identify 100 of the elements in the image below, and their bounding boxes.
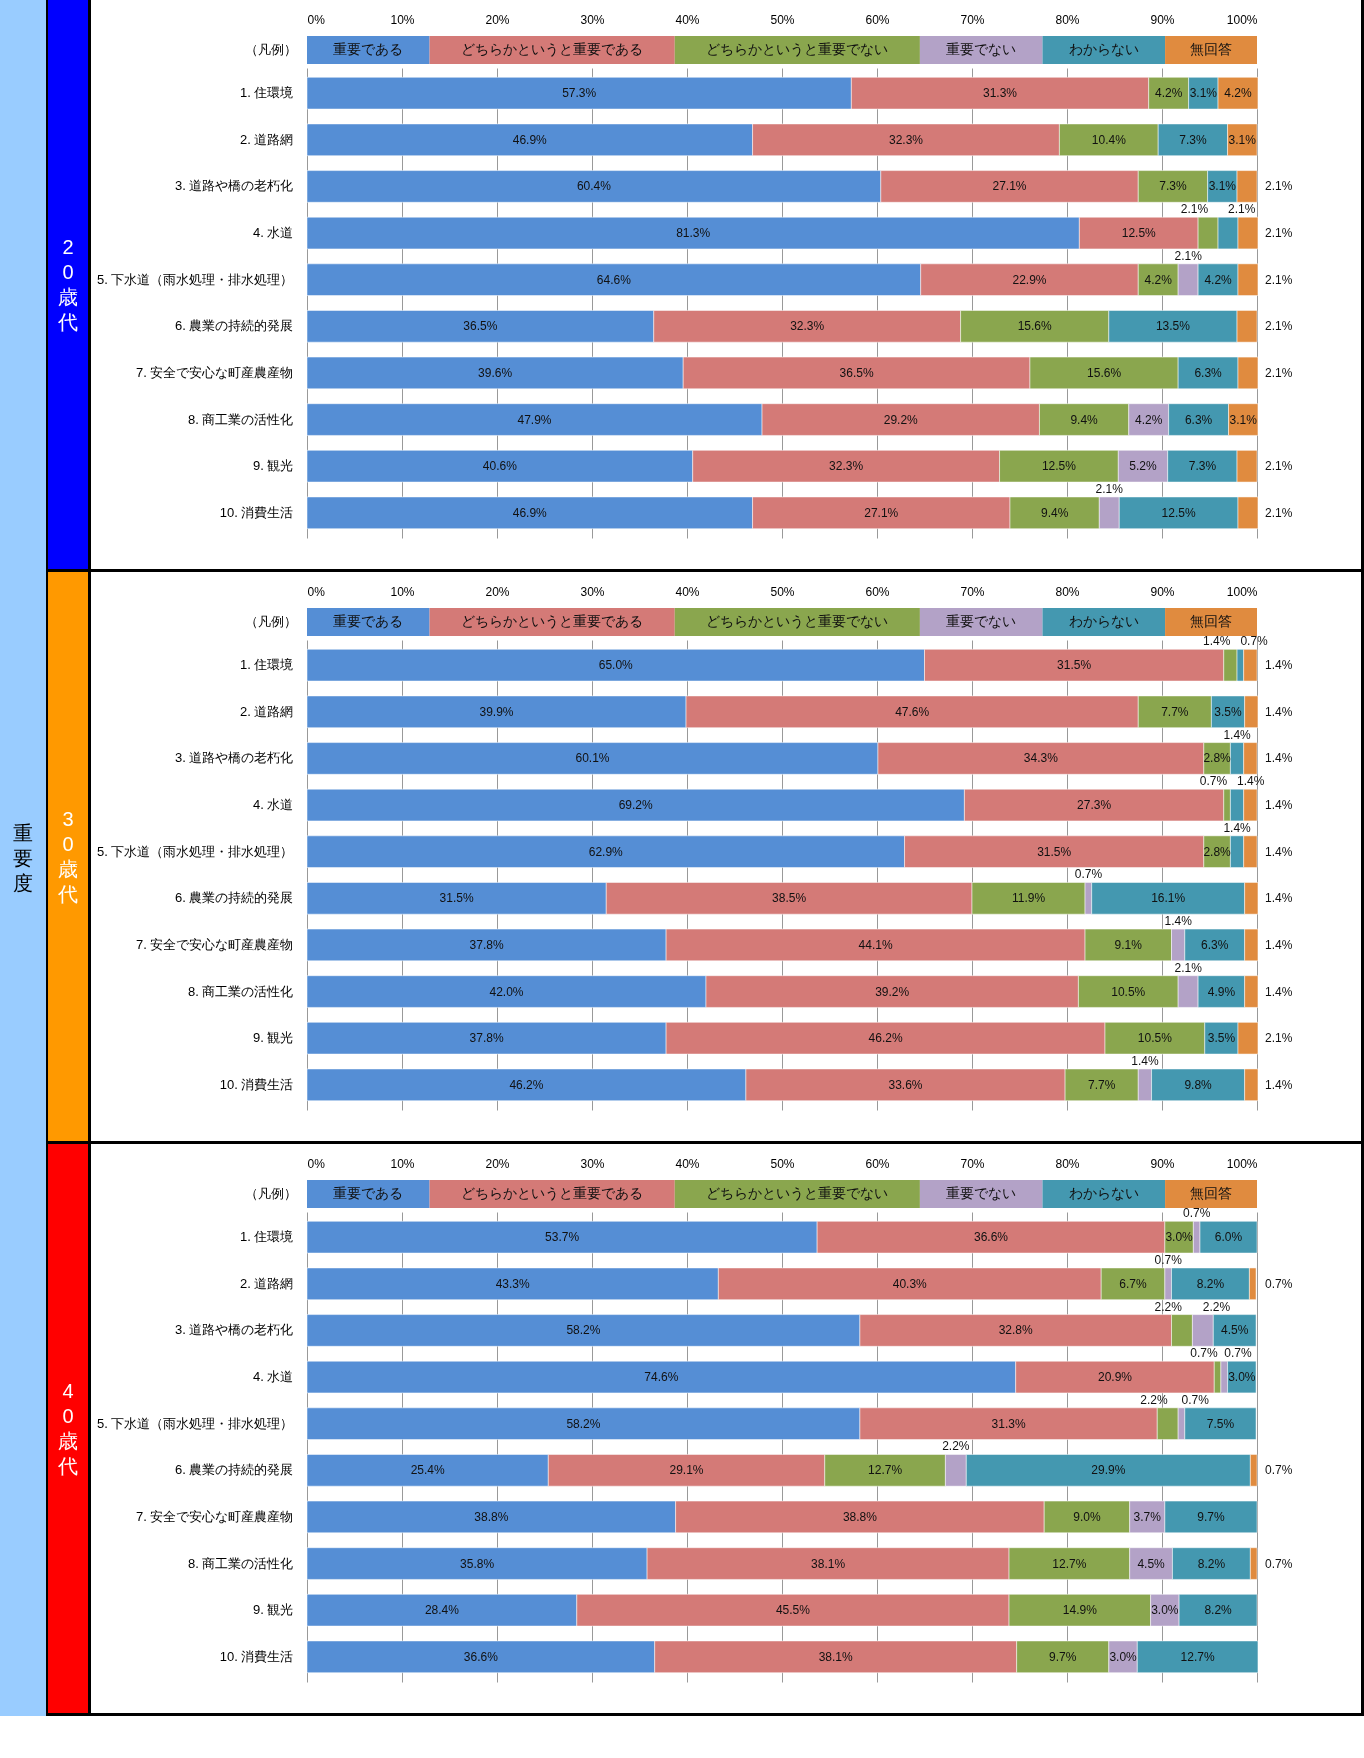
data-label: 12.5% (1041, 459, 1077, 474)
data-label: 22.9% (1012, 272, 1047, 287)
x-tick-label: 10% (390, 584, 415, 599)
data-label: 31.3% (991, 1416, 1026, 1431)
data-label: 46.9% (512, 132, 548, 147)
data-label: 3.5% (1207, 1031, 1236, 1046)
data-label: 32.3% (790, 319, 825, 334)
data-label: 69.2% (618, 798, 654, 813)
data-label: 43.3% (495, 1276, 531, 1291)
data-label: 12.7% (868, 1463, 903, 1478)
data-label: 57.3% (562, 86, 597, 101)
data-label: 36.5% (839, 365, 874, 380)
data-label: 31.5% (1037, 844, 1072, 859)
data-label: 1.4% (1265, 751, 1293, 766)
data-label: 1.4% (1131, 1053, 1159, 1068)
x-tick-label: 40% (675, 12, 700, 27)
data-label: 39.9% (479, 704, 514, 719)
data-label: 1.4% (1265, 844, 1293, 859)
data-label: 8.2% (1197, 1556, 1226, 1571)
data-label: 1.4% (1265, 984, 1293, 999)
y-tick-label: 6. 農業の持続的発展 (175, 890, 294, 906)
data-label: 44.1% (858, 937, 893, 952)
x-tick-label: 100% (1226, 584, 1258, 599)
y-tick-label: 7. 安全で安心な町産農産物 (136, 936, 294, 952)
data-label: 37.8% (469, 1031, 504, 1046)
text: わからない (1068, 613, 1139, 629)
y-tick-label: 2. 道路網 (240, 703, 294, 719)
header-cell: 20歳代 (48, 0, 91, 569)
data-label: 11.9% (1011, 891, 1046, 906)
y-tick-label: 2. 道路網 (240, 131, 294, 147)
data-label: 32.8% (998, 1323, 1034, 1338)
data-label: 6.3% (1201, 937, 1229, 952)
data-label: 9.7% (1197, 1509, 1225, 1524)
data-label: 4.9% (1207, 984, 1236, 999)
data-label: 2.2% (1154, 1299, 1183, 1314)
data-label: 1.4% (1265, 891, 1293, 906)
x-tick-label: 0% (307, 1156, 326, 1171)
data-label: 10.5% (1111, 984, 1146, 999)
data-label: 0.7% (1224, 1346, 1252, 1361)
header-cell: 30歳代 (48, 572, 91, 1141)
y-tick-label: 7. 安全で安心な町産農産物 (136, 1508, 294, 1524)
x-tick-label: 80% (1055, 12, 1080, 27)
series-label: 無回答 (1190, 41, 1233, 57)
x-tick-label: 80% (1055, 1156, 1080, 1171)
data-label: 15.6% (1017, 319, 1053, 334)
data-label: 14.9% (1062, 1603, 1098, 1618)
data-label: 1.4% (1203, 634, 1231, 649)
y-tick-label: 10. 消費生活 (219, 1648, 294, 1664)
x-tick-label: 20% (485, 12, 510, 27)
x-tick-label: 90% (1150, 584, 1175, 599)
series-label: 重要である (333, 1185, 404, 1201)
y-tick-label: 1. 住環境 (240, 85, 294, 101)
y-tick-label: 1. 住環境 (240, 1229, 294, 1245)
x-tick-label: 60% (865, 12, 890, 27)
header-column: 重要度 (0, 0, 48, 1716)
text: どちらかというと重要でない (706, 41, 889, 57)
data-label: 40.6% (482, 459, 518, 474)
x-tick-label: 80% (1055, 584, 1080, 599)
x-tick-label: 70% (960, 1156, 985, 1171)
y-tick-label: 3. 道路や橋の老朽化 (175, 178, 294, 194)
data-label: 2.1% (1265, 365, 1293, 380)
text: どちらかというと重要である (461, 613, 644, 629)
x-tick-label: 30% (580, 584, 605, 599)
text: どちらかというと重要である (461, 41, 644, 57)
data-label: 46.2% (868, 1031, 903, 1046)
x-tick-label: 0% (307, 12, 326, 27)
data-label: 2.1% (1265, 272, 1293, 287)
data-label: 6.3% (1194, 365, 1223, 380)
data-label: 2.1% (1265, 505, 1293, 520)
data-label: 20.9% (1097, 1370, 1133, 1385)
data-label: 0.7% (1190, 1346, 1218, 1361)
data-label: 3.0% (1228, 1370, 1256, 1385)
data-label: 4.2% (1144, 272, 1173, 287)
data-label: 2.2% (1202, 1299, 1231, 1314)
y-tick-label: 6. 農業の持続的発展 (175, 318, 294, 334)
data-label: 2.2% (1140, 1392, 1169, 1407)
data-label: 7.3% (1159, 179, 1187, 194)
data-label: 2.1% (1228, 202, 1256, 217)
text: どちらかというと重要でない (706, 613, 889, 629)
legend-title: （凡例） (245, 1186, 297, 1201)
x-tick-label: 60% (865, 584, 890, 599)
data-label: 4.2% (1224, 86, 1252, 101)
data-label: 37.8% (469, 937, 504, 952)
data-label: 2.1% (1265, 319, 1293, 334)
text: 重要でない (946, 1185, 1017, 1201)
data-label: 29.9% (1091, 1463, 1126, 1478)
data-label: 47.6% (895, 704, 930, 719)
data-label: 35.8% (460, 1556, 495, 1571)
data-label: 0.7% (1265, 1276, 1293, 1291)
data-label: 7.7% (1088, 1077, 1116, 1092)
y-tick-label: 4. 水道 (253, 225, 294, 241)
data-label: 2.1% (1174, 248, 1203, 263)
data-label: 2.1% (1265, 459, 1293, 474)
series-label: 無回答 (1190, 613, 1233, 629)
data-label: 7.5% (1206, 1416, 1235, 1431)
data-label: 32.3% (888, 132, 924, 147)
data-label: 4.5% (1137, 1556, 1166, 1571)
data-label: 13.5% (1155, 319, 1191, 334)
x-tick-label: 20% (485, 1156, 510, 1171)
data-label: 3.1% (1229, 412, 1258, 427)
